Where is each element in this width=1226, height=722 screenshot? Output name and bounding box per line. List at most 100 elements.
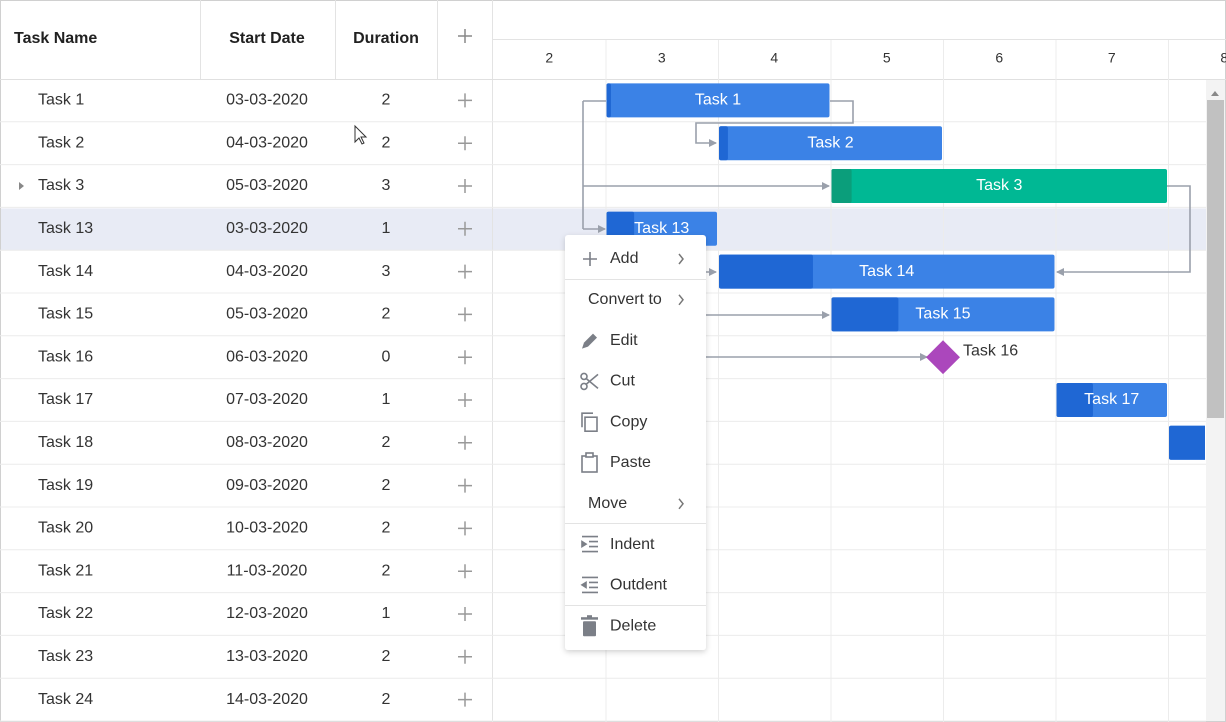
menu-icon <box>581 412 598 433</box>
add-row-button[interactable] <box>458 393 472 407</box>
add-row-button[interactable] <box>458 221 472 236</box>
add-row-button[interactable] <box>458 350 472 365</box>
task-name: Task 17 <box>38 391 93 408</box>
bar-label: Task 1 <box>695 92 741 109</box>
duration: 2 <box>382 648 391 665</box>
duration: 2 <box>382 92 391 109</box>
add-row-button[interactable] <box>458 521 472 536</box>
duration: 2 <box>382 520 391 537</box>
menu-label: Delete <box>610 617 656 634</box>
task-name: Task 16 <box>38 348 93 365</box>
task-progress <box>719 254 813 289</box>
milestone[interactable] <box>926 340 960 375</box>
menu-icon <box>582 333 597 349</box>
menu-label: Cut <box>610 373 635 390</box>
scale-label: 8 <box>1220 50 1226 66</box>
add-row-button[interactable] <box>458 179 472 193</box>
duration: 0 <box>382 348 391 365</box>
task-name: Task 23 <box>38 648 93 665</box>
menu-icon <box>581 452 598 473</box>
add-column-button[interactable] <box>458 29 472 43</box>
task-bar[interactable] <box>606 83 830 118</box>
menu-item[interactable]: Indent <box>565 525 706 565</box>
task-bars: Task 1 Task 2 Task 3 Task 13 Task 14 Task 15 T… <box>606 83 1205 460</box>
column-header[interactable]: Start Date <box>229 30 305 47</box>
duration: 2 <box>382 306 391 323</box>
task-name: Task 2 <box>38 134 84 151</box>
add-row-button[interactable] <box>458 307 472 322</box>
task-progress <box>606 83 611 118</box>
start-date: 12-03-2020 <box>226 605 308 622</box>
task-name: Task 1 <box>38 92 84 109</box>
duration: 1 <box>382 605 391 622</box>
task-progress <box>1056 383 1093 417</box>
task-name: Task 14 <box>38 263 93 280</box>
add-row-button[interactable] <box>458 692 472 707</box>
menu-item-area[interactable] <box>565 484 706 524</box>
connectors <box>582 100 1191 361</box>
scrollbar-thumb[interactable] <box>1207 100 1224 418</box>
column-header[interactable]: Duration <box>353 30 419 47</box>
scale-label: 3 <box>658 50 666 66</box>
menu-item[interactable]: Cut <box>565 361 706 401</box>
timeline: Task 1 Task 2 Task 3 Task 13 Task 14 Task 15 T… <box>582 83 1205 460</box>
menu-icon <box>581 615 598 637</box>
menu-icon <box>580 372 599 391</box>
menu-item[interactable]: Copy <box>565 402 706 442</box>
add-row-button[interactable] <box>458 435 472 450</box>
menu-item[interactable]: Outdent <box>565 565 706 605</box>
start-date: 04-03-2020 <box>226 134 308 151</box>
start-date: 10-03-2020 <box>226 520 308 537</box>
task-name: Task 13 <box>38 220 93 237</box>
menu-item[interactable]: Convert to <box>565 280 706 320</box>
bar-label: Task 15 <box>915 306 970 323</box>
start-date: 03-03-2020 <box>226 220 308 237</box>
task-bar[interactable] <box>719 126 942 161</box>
milestone-label: Task 16 <box>963 342 1018 359</box>
add-row-button[interactable] <box>458 93 472 108</box>
task-name: Task 21 <box>38 562 93 579</box>
duration: 3 <box>382 263 391 280</box>
task-progress <box>831 297 899 332</box>
start-date: 03-03-2020 <box>226 92 308 109</box>
menu-item[interactable]: Delete <box>565 606 706 646</box>
start-date: 11-03-2020 <box>227 562 308 579</box>
context-menu: Add Convert to Edit Cut Copy Paste Move Indent O… <box>565 235 706 650</box>
start-date: 07-03-2020 <box>226 391 308 408</box>
menu-item[interactable]: Add <box>565 239 706 279</box>
add-row-button[interactable] <box>458 564 472 579</box>
task-name: Task 24 <box>38 691 93 708</box>
menu-item[interactable]: Paste <box>565 443 706 483</box>
submenu-arrow <box>678 253 684 265</box>
task-bar[interactable] <box>831 169 1168 203</box>
menu-label: Outdent <box>610 577 667 594</box>
duration: 2 <box>382 562 391 579</box>
task-name: Task 15 <box>38 306 93 323</box>
expand-toggle[interactable] <box>19 182 24 190</box>
add-row-button[interactable] <box>458 136 472 151</box>
submenu-arrow <box>678 294 684 306</box>
start-date: 04-03-2020 <box>226 263 308 280</box>
menu-item[interactable]: Edit <box>565 321 706 361</box>
task-name: Task 22 <box>38 605 93 622</box>
column-header[interactable]: Task Name <box>14 30 97 47</box>
duration: 2 <box>382 477 391 494</box>
add-row-button[interactable] <box>458 607 472 621</box>
bar-label: Task 14 <box>859 263 914 280</box>
submenu-arrow <box>678 498 684 510</box>
start-date: 05-03-2020 <box>226 306 308 323</box>
scale-label: 7 <box>1108 50 1116 66</box>
add-row-button[interactable] <box>458 649 472 664</box>
duration: 2 <box>382 434 391 451</box>
scrollbar <box>1206 80 1225 721</box>
add-row-button[interactable] <box>458 478 472 493</box>
start-date: 09-03-2020 <box>226 477 308 494</box>
menu-item[interactable]: Move <box>565 484 706 524</box>
scale-label: 4 <box>770 50 778 66</box>
menu-item-area[interactable] <box>565 361 706 401</box>
bar-label: Task 2 <box>807 134 853 151</box>
menu-label: Add <box>610 250 638 267</box>
add-row-button[interactable] <box>458 264 472 279</box>
scale-label: 2 <box>545 50 553 66</box>
